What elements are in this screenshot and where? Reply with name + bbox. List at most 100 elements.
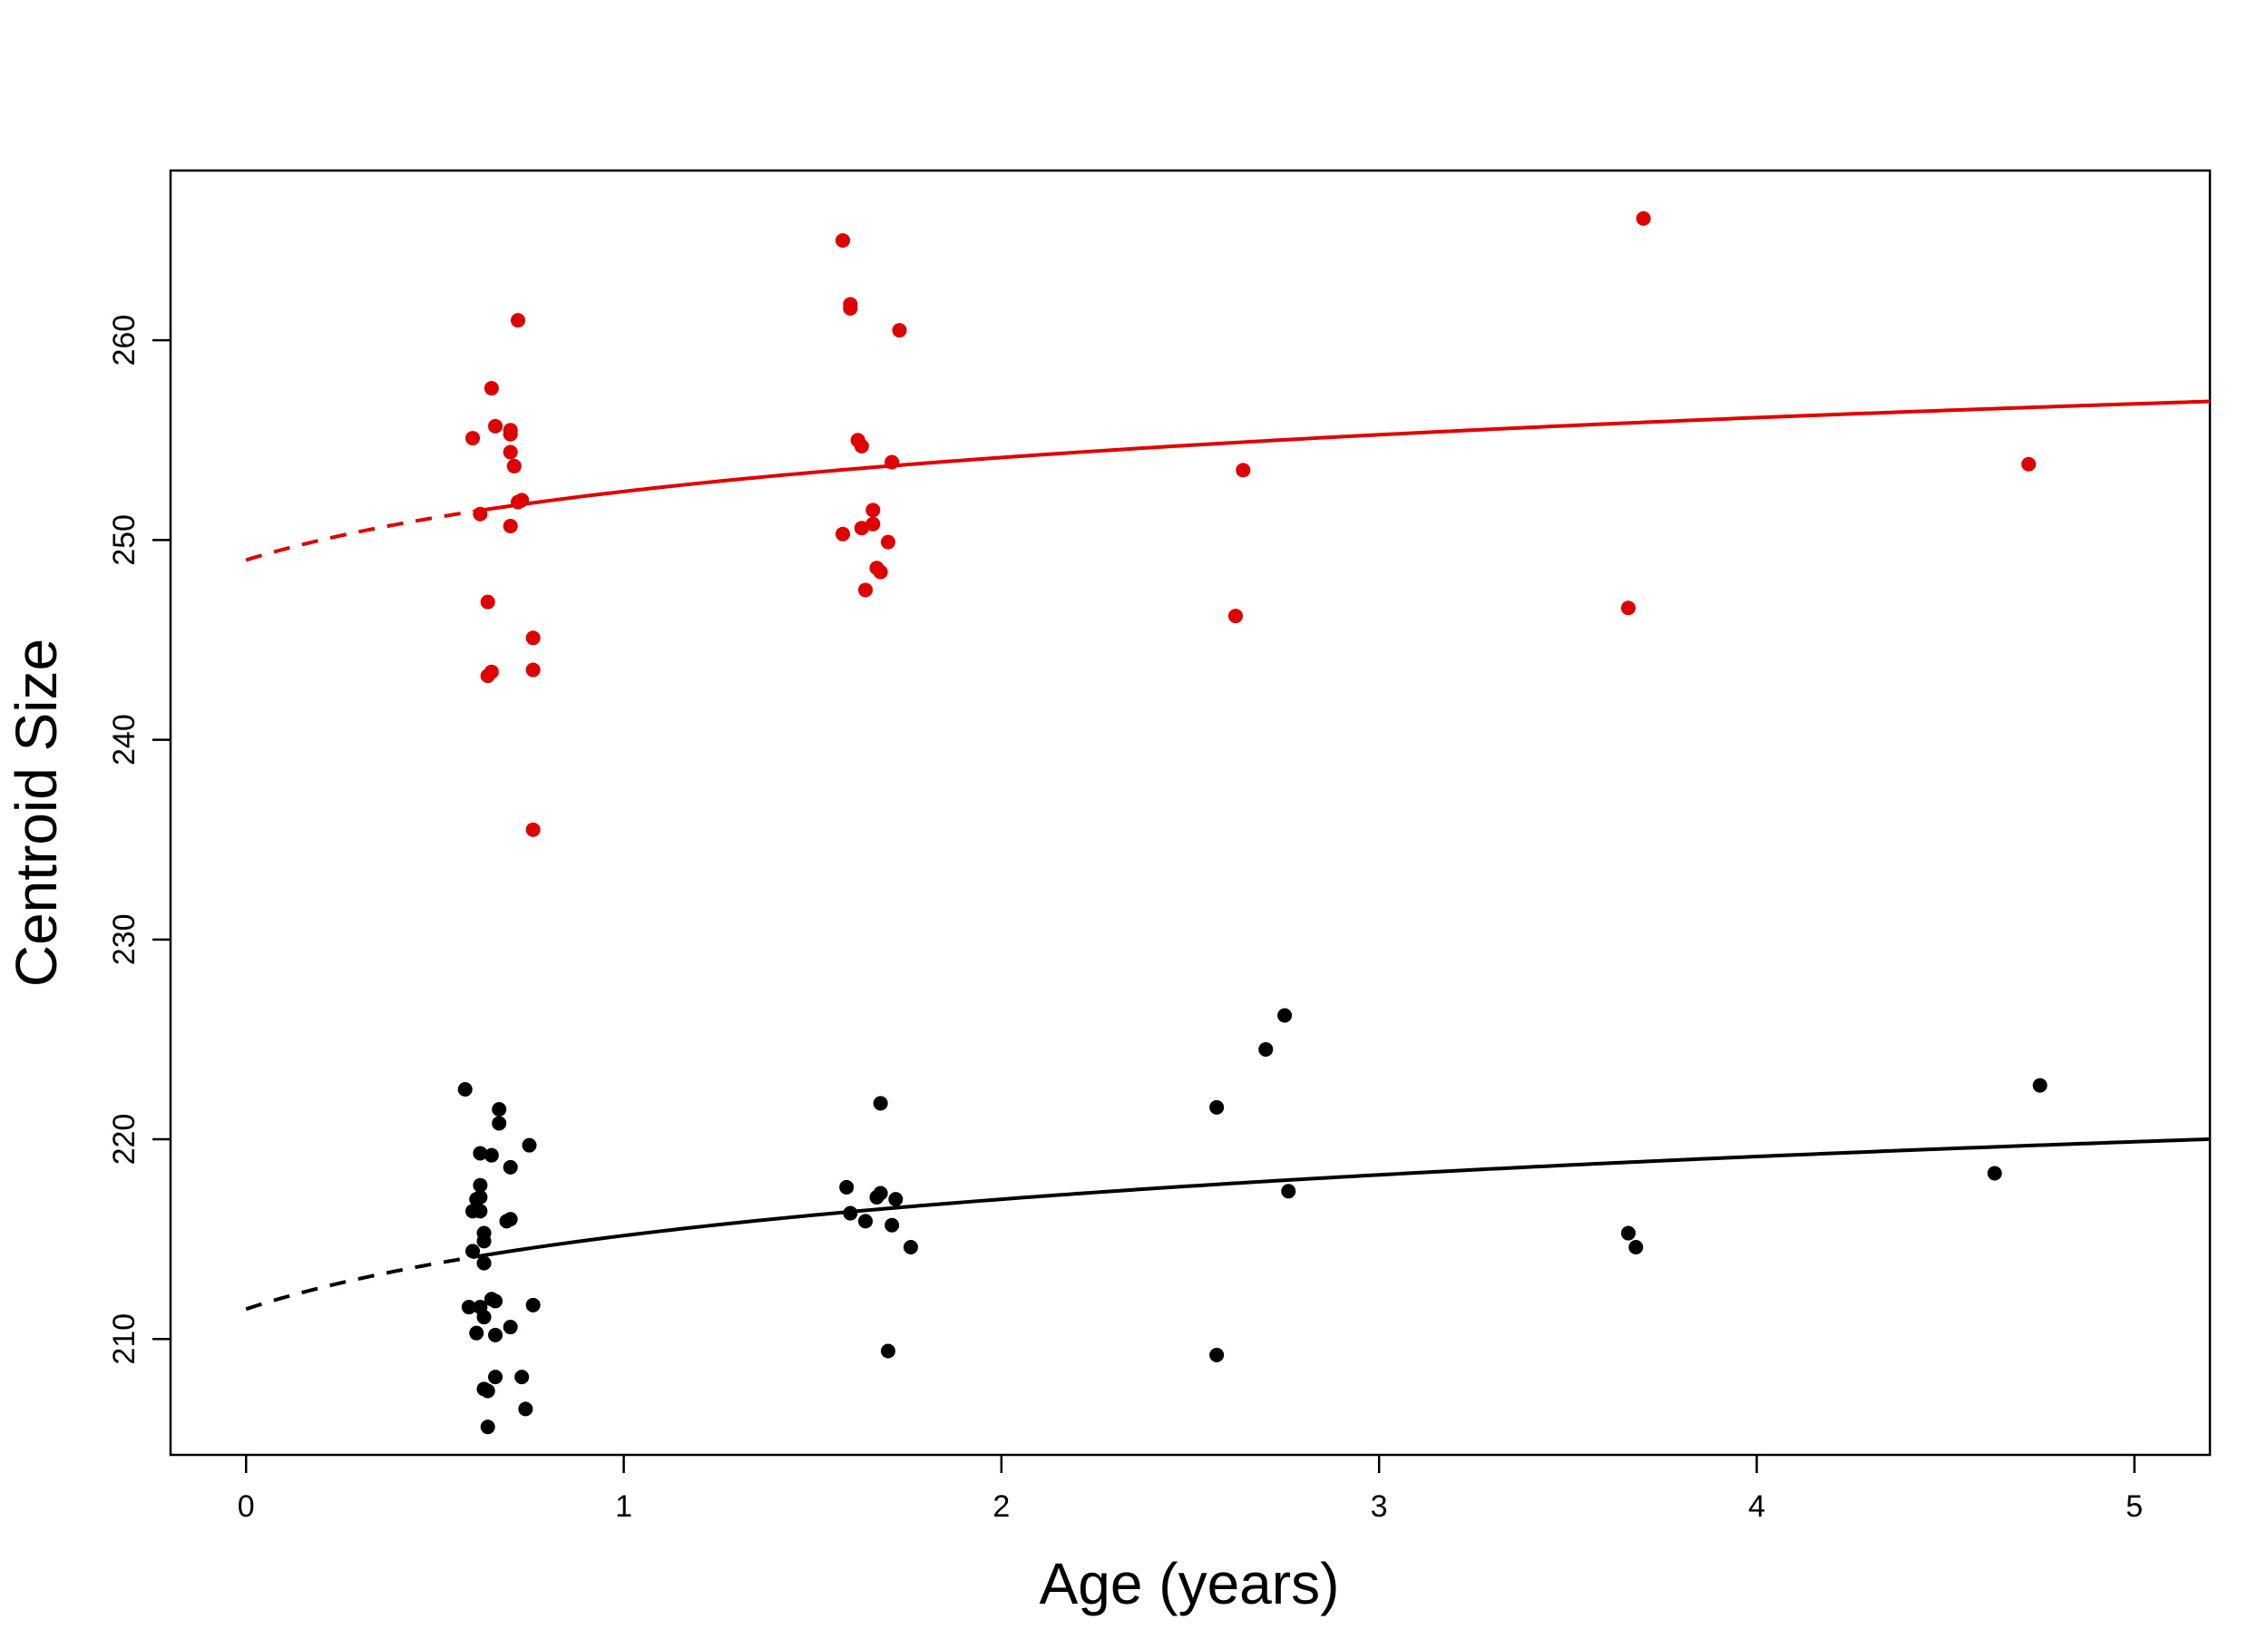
data-point-series-1	[492, 1102, 507, 1117]
data-point-series-1	[480, 1420, 495, 1435]
data-point-series-0	[854, 521, 869, 536]
x-tick-label: 5	[2126, 1489, 2143, 1524]
fit-curve-1	[480, 1137, 2211, 1258]
data-point-series-0	[525, 662, 541, 678]
data-point-series-1	[473, 1177, 488, 1193]
data-point-series-1	[2032, 1078, 2048, 1093]
data-point-series-1	[873, 1186, 888, 1201]
data-point-series-1	[457, 1082, 473, 1097]
data-point-series-0	[836, 233, 851, 249]
data-point-series-0	[873, 564, 888, 580]
data-point-series-0	[1620, 600, 1636, 616]
x-axis-title: Age (years)	[1040, 1551, 1340, 1616]
data-point-series-1	[473, 1204, 488, 1219]
plot-frame	[169, 169, 2212, 1457]
data-point-series-1	[476, 1310, 492, 1325]
data-point-series-1	[1628, 1239, 1644, 1254]
data-point-series-0	[503, 518, 518, 533]
data-point-series-1	[885, 1217, 900, 1233]
data-point-series-0	[885, 454, 900, 470]
data-point-series-0	[857, 582, 873, 598]
data-point-series-1	[843, 1205, 858, 1221]
data-point-series-1	[488, 1370, 503, 1385]
data-point-series-0	[506, 458, 522, 473]
x-tick-label: 3	[1371, 1489, 1388, 1524]
y-tick-label: 220	[107, 1114, 142, 1166]
x-tick-label: 0	[238, 1489, 255, 1524]
data-point-series-0	[488, 418, 503, 434]
data-point-series-1	[480, 1383, 495, 1399]
data-point-series-0	[865, 503, 881, 518]
data-point-series-1	[1281, 1184, 1296, 1199]
data-point-series-0	[1236, 463, 1251, 478]
data-point-series-0	[484, 664, 499, 679]
data-point-series-0	[1227, 609, 1243, 624]
data-point-series-0	[865, 516, 881, 532]
data-point-series-1	[522, 1137, 537, 1153]
data-point-series-1	[503, 1159, 518, 1175]
data-point-series-1	[488, 1327, 503, 1342]
data-point-series-1	[873, 1096, 888, 1111]
data-point-series-1	[473, 1146, 488, 1161]
data-point-series-1	[518, 1401, 533, 1417]
data-point-series-1	[484, 1147, 499, 1163]
data-point-series-0	[514, 493, 530, 508]
trend-curves	[245, 399, 2211, 1312]
data-point-series-0	[854, 438, 869, 454]
y-tick-label: 230	[107, 913, 142, 965]
data-point-series-1	[1620, 1225, 1636, 1241]
data-point-series-1	[476, 1234, 492, 1249]
data-point-series-0	[525, 630, 541, 646]
data-point-series-1	[461, 1300, 476, 1315]
data-point-series-1	[857, 1214, 873, 1229]
data-point-series-1	[1277, 1008, 1293, 1023]
data-point-series-0	[510, 313, 525, 328]
x-tick-label: 1	[615, 1489, 632, 1524]
x-tick-label: 4	[1748, 1489, 1765, 1524]
data-point-series-1	[525, 1297, 541, 1312]
fit-curve-extrapolated-0	[245, 508, 481, 562]
data-point-series-0	[880, 534, 895, 550]
data-point-series-1	[1987, 1166, 2002, 1181]
data-point-series-1	[469, 1325, 484, 1341]
data-point-series-0	[473, 506, 488, 522]
data-point-series-1	[514, 1370, 530, 1385]
data-point-series-0	[843, 300, 858, 316]
data-point-series-1	[880, 1343, 895, 1359]
data-point-series-1	[1209, 1099, 1225, 1115]
data-point-series-0	[836, 526, 851, 542]
y-tick-label: 250	[107, 514, 142, 566]
data-point-series-1	[839, 1179, 855, 1195]
data-point-series-0	[892, 323, 907, 338]
data-point-series-1	[492, 1116, 507, 1131]
data-point-series-1	[503, 1320, 518, 1335]
data-point-series-1	[888, 1192, 904, 1207]
y-tick-label: 240	[107, 714, 142, 766]
data-point-series-0	[1636, 210, 1651, 226]
fit-curve-0	[480, 399, 2211, 512]
data-point-series-1	[488, 1293, 503, 1309]
data-point-series-1	[473, 1189, 488, 1205]
y-axis-title: Centroid Size	[4, 639, 69, 987]
data-point-series-1	[1258, 1041, 1274, 1057]
y-axis: 210 220 230 240 250 260	[107, 315, 171, 1365]
data-point-series-0	[2021, 456, 2037, 472]
data-points	[457, 210, 2048, 1435]
y-tick-label: 210	[107, 1313, 142, 1365]
data-point-series-0	[525, 822, 541, 837]
data-point-series-1	[476, 1255, 492, 1271]
data-point-series-0	[465, 431, 481, 446]
y-tick-label: 260	[107, 315, 142, 366]
data-point-series-1	[1209, 1347, 1225, 1362]
x-axis: 0 1 2 3 4 5	[238, 1455, 2143, 1524]
data-point-series-1	[465, 1244, 481, 1259]
data-point-series-0	[480, 594, 495, 610]
x-tick-label: 2	[992, 1489, 1010, 1524]
data-point-series-0	[484, 381, 499, 396]
data-point-series-0	[503, 444, 518, 460]
data-point-series-1	[503, 1212, 518, 1227]
fit-curve-extrapolated-1	[245, 1254, 481, 1312]
data-point-series-1	[903, 1239, 918, 1254]
data-point-series-0	[503, 426, 518, 442]
